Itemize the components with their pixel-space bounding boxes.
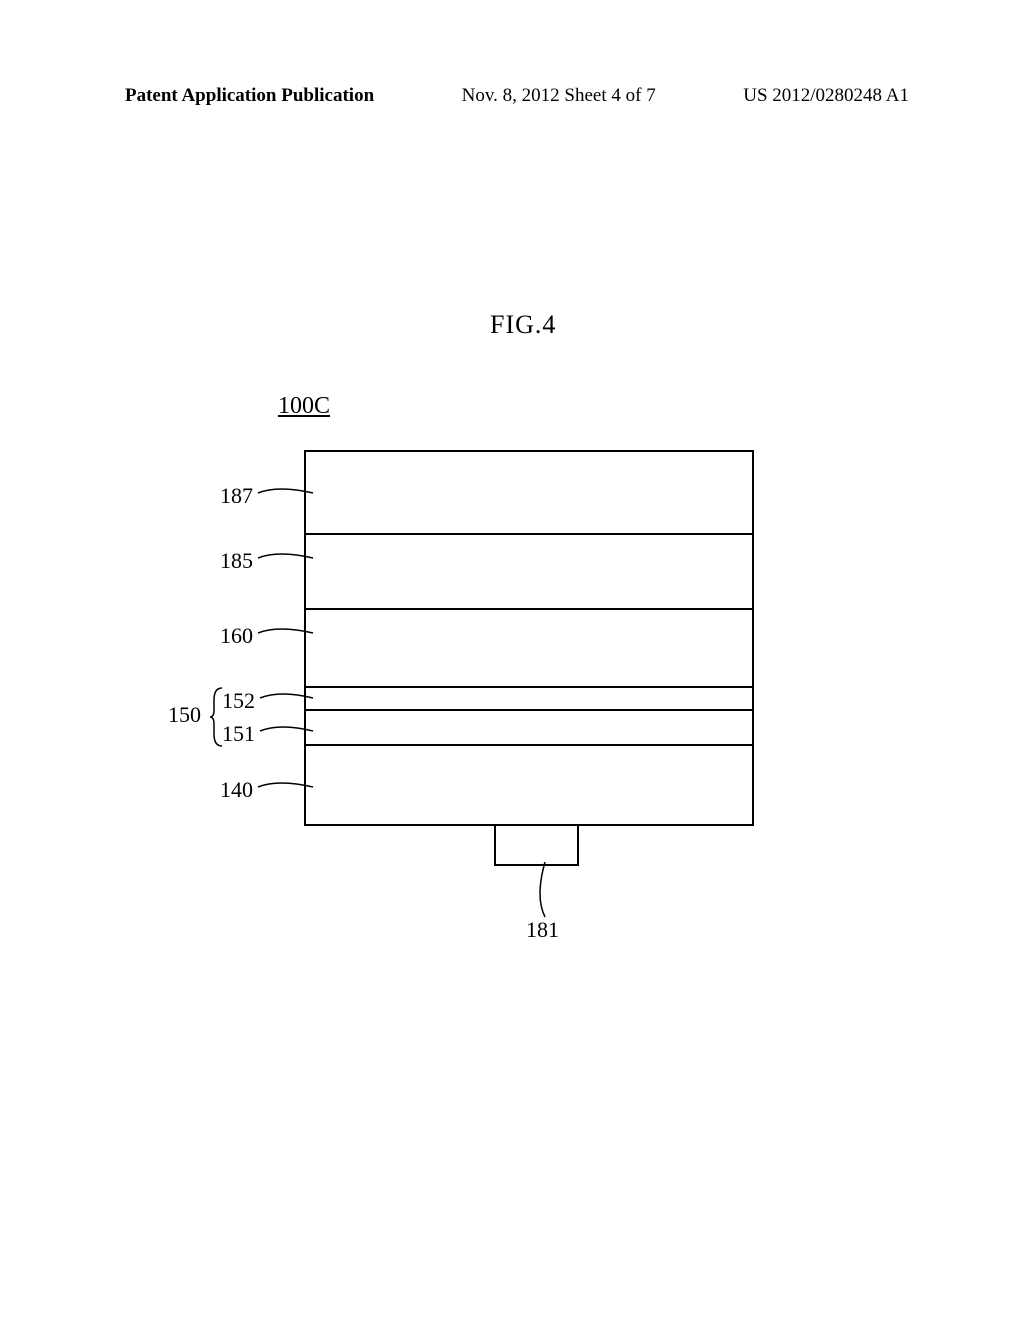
figure-title: FIG.4 <box>490 310 556 340</box>
label-181: 181 <box>526 917 559 943</box>
label-140: 140 <box>220 777 253 803</box>
leader-160 <box>258 625 318 645</box>
leader-151 <box>260 723 318 743</box>
brace-150 <box>210 688 228 746</box>
leader-181 <box>530 862 560 920</box>
layer-187 <box>304 450 754 535</box>
layer-151 <box>304 709 754 746</box>
page-header: Patent Application Publication Nov. 8, 2… <box>0 85 1024 107</box>
layer-185 <box>304 533 754 610</box>
device-reference: 100C <box>278 393 330 420</box>
header-date-sheet: Nov. 8, 2012 Sheet 4 of 7 <box>462 85 656 107</box>
bottom-tab-181 <box>494 824 579 866</box>
label-185: 185 <box>220 548 253 574</box>
leader-140 <box>258 779 318 799</box>
leader-152 <box>260 690 318 710</box>
leader-187 <box>258 485 318 505</box>
leader-185 <box>258 550 318 570</box>
label-187: 187 <box>220 483 253 509</box>
label-160: 160 <box>220 623 253 649</box>
layer-140 <box>304 744 754 826</box>
label-150-group: 150 <box>168 702 201 728</box>
header-publication: Patent Application Publication <box>125 85 374 107</box>
header-patent-number: US 2012/0280248 A1 <box>743 85 909 107</box>
layer-160 <box>304 608 754 688</box>
layer-152 <box>304 686 754 711</box>
